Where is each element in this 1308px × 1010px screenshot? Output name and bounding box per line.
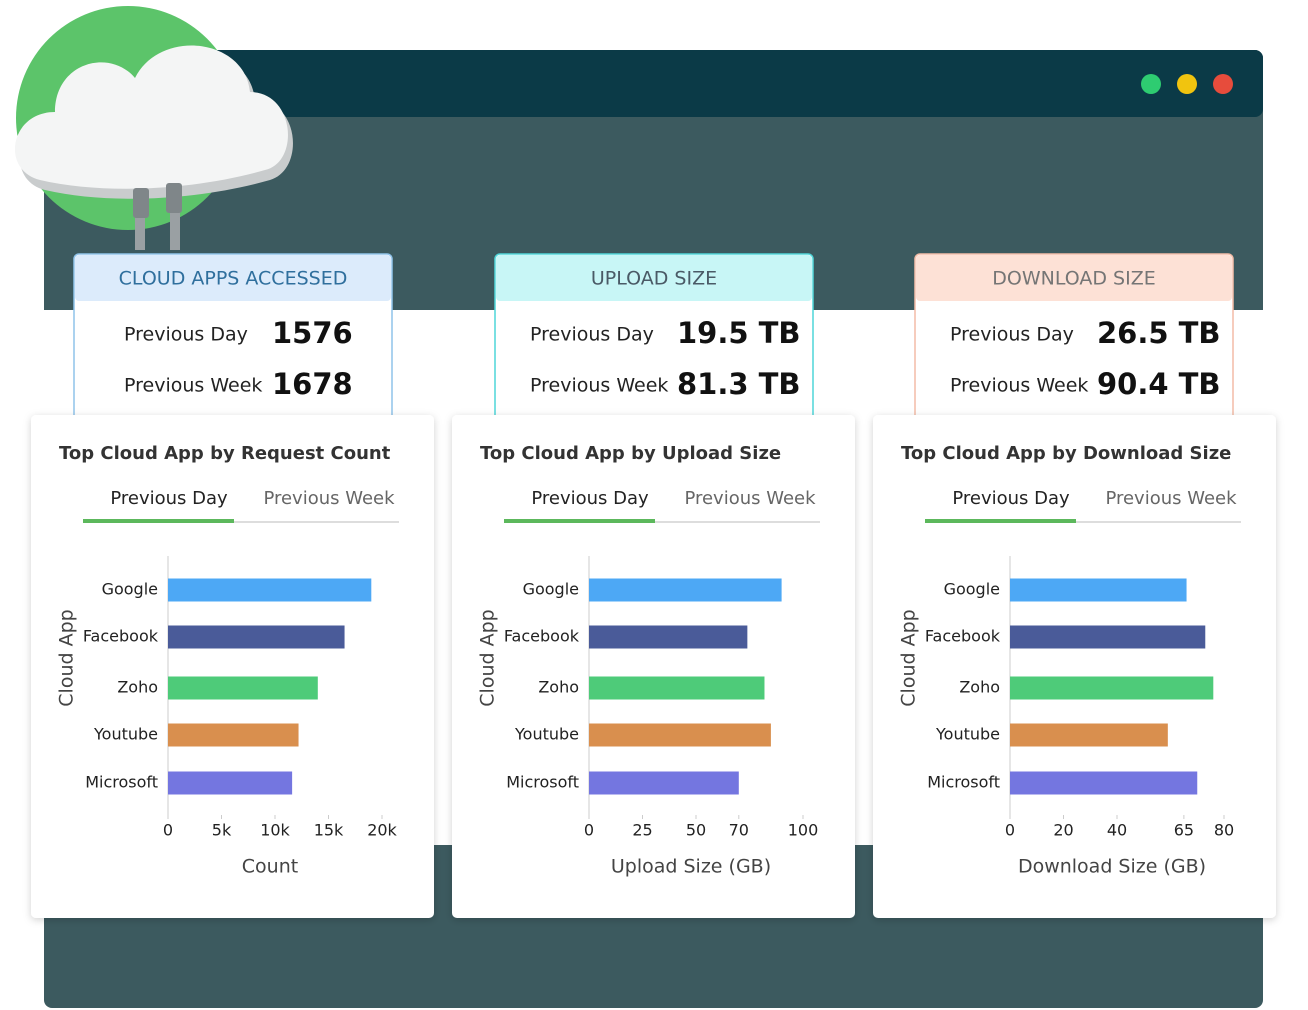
x-axis-label: Upload Size (GB) [611,856,771,878]
window-dot[interactable] [1213,74,1233,94]
tab-underline [83,519,234,523]
x-tick-label: 100 [788,821,819,840]
tab[interactable]: Previous Week [684,488,816,509]
category-label: Youtube [935,725,1000,744]
tab[interactable]: Previous Day [531,488,649,509]
bar [168,771,293,795]
x-tick-label: 20 [1053,821,1073,840]
x-tick-label: 20k [367,821,397,840]
bar [1010,771,1198,795]
category-label: Zoho [538,678,579,697]
chart-title: Top Cloud App by Upload Size [480,443,781,464]
tab-underline [925,519,1076,523]
x-tick-label: 0 [584,821,594,840]
tab[interactable]: Previous Day [110,488,228,509]
y-axis-label: Cloud App [898,609,920,706]
window-dot[interactable] [1177,74,1197,94]
stat-label: Previous Week [530,375,668,397]
category-label: Facebook [925,627,1001,646]
chart-title: Top Cloud App by Download Size [901,443,1231,464]
stat-value: 1576 [272,316,353,350]
category-label: Google [523,580,579,599]
stat-label: Previous Week [950,375,1088,397]
x-tick-label: 65 [1174,821,1194,840]
window-header [44,50,1263,117]
bar [168,578,372,602]
bar [589,771,739,795]
bar [168,723,299,747]
category-label: Youtube [93,725,158,744]
bar [589,578,782,602]
y-axis-label: Cloud App [477,609,499,706]
bar [589,723,771,747]
category-label: Zoho [959,678,1000,697]
x-tick-label: 25 [632,821,652,840]
x-tick-label: 5k [212,821,232,840]
stat-card-title: UPLOAD SIZE [591,268,717,290]
chart-card [31,415,434,918]
category-label: Microsoft [506,773,579,792]
x-tick-label: 15k [314,821,344,840]
cloud-illustration [14,6,293,250]
stat-card-title: CLOUD APPS ACCESSED [119,268,348,290]
x-tick-label: 80 [1214,821,1234,840]
window-dot[interactable] [1141,74,1161,94]
bar [1010,676,1214,700]
chart-card [452,415,855,918]
bar [168,676,318,700]
stat-value: 26.5 TB [1097,316,1221,350]
stat-value: 19.5 TB [677,316,801,350]
stat-label: Previous Week [124,375,262,397]
x-tick-label: 10k [260,821,290,840]
stat-label: Previous Day [950,324,1074,346]
stat-card-header [916,255,1232,301]
stat-value: 1678 [272,367,353,401]
chart-title: Top Cloud App by Request Count [59,443,391,464]
stat-card-header [496,255,812,301]
stat-value: 81.3 TB [677,367,801,401]
bar [589,676,765,700]
category-label: Microsoft [85,773,158,792]
bar [589,625,748,649]
y-axis-label: Cloud App [56,609,78,706]
tab[interactable]: Previous Day [952,488,1070,509]
category-label: Zoho [117,678,158,697]
x-tick-label: 0 [163,821,173,840]
stat-value: 90.4 TB [1097,367,1221,401]
x-axis-label: Download Size (GB) [1018,856,1206,878]
x-tick-label: 40 [1107,821,1127,840]
tab-underline [504,519,655,523]
bar [1010,578,1187,602]
stat-label: Previous Day [530,324,654,346]
stat-card-title: DOWNLOAD SIZE [992,268,1155,290]
category-label: Microsoft [927,773,1000,792]
category-label: Google [944,580,1000,599]
x-axis-label: Count [242,856,298,878]
stat-label: Previous Day [124,324,248,346]
category-label: Google [102,580,158,599]
category-label: Facebook [83,627,159,646]
tab[interactable]: Previous Week [263,488,395,509]
x-tick-label: 0 [1005,821,1015,840]
bar [1010,625,1206,649]
x-tick-label: 70 [729,821,749,840]
bar [168,625,345,649]
stat-card-header [75,255,391,301]
category-label: Facebook [504,627,580,646]
tab[interactable]: Previous Week [1105,488,1237,509]
x-tick-label: 50 [686,821,706,840]
category-label: Youtube [514,725,579,744]
bar [1010,723,1168,747]
